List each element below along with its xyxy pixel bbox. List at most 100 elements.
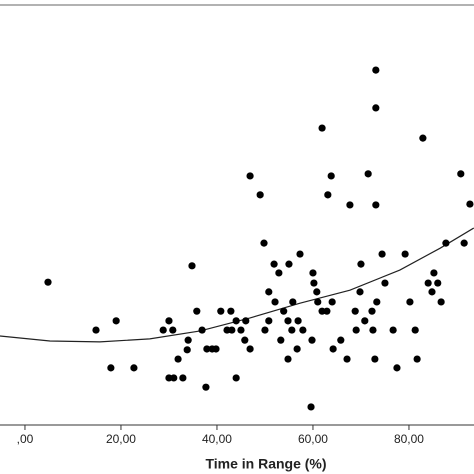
point (428, 288, 436, 296)
point (327, 172, 335, 180)
point (232, 317, 240, 325)
point (184, 336, 192, 344)
point (261, 326, 269, 334)
point (413, 355, 421, 363)
point (442, 239, 450, 247)
point (275, 269, 283, 277)
point (357, 260, 365, 268)
point (130, 364, 138, 372)
point (430, 269, 438, 277)
point (356, 288, 364, 296)
x-tick-label: 20,00 (106, 432, 136, 446)
point (466, 200, 474, 208)
point (411, 326, 419, 334)
point (389, 326, 397, 334)
point (193, 307, 201, 315)
point (328, 298, 336, 306)
point (159, 326, 167, 334)
point (277, 336, 285, 344)
point (246, 345, 254, 353)
point (406, 298, 414, 306)
point (227, 307, 235, 315)
x-tick-label: 60,00 (298, 432, 328, 446)
point (271, 298, 279, 306)
point (284, 317, 292, 325)
x-axis-title: Time in Range (%) (205, 456, 326, 472)
point (280, 307, 288, 315)
point (329, 345, 337, 353)
point (337, 336, 345, 344)
point (232, 374, 240, 382)
point (460, 239, 468, 247)
point (202, 383, 210, 391)
point (434, 279, 442, 287)
point (284, 355, 292, 363)
point (169, 326, 177, 334)
point (352, 326, 360, 334)
point (323, 307, 331, 315)
x-tick-label: ,00 (17, 432, 34, 446)
point (309, 269, 317, 277)
point (242, 317, 250, 325)
point (179, 374, 187, 382)
point (107, 364, 115, 372)
point (372, 66, 380, 74)
x-tick-label: 80,00 (394, 432, 424, 446)
point (437, 298, 445, 306)
point (372, 201, 380, 209)
point (393, 364, 401, 372)
point (174, 355, 182, 363)
point (308, 336, 316, 344)
point (188, 262, 196, 270)
point (92, 326, 100, 334)
point (346, 201, 354, 209)
point (310, 279, 318, 287)
x-tick-label: 40,00 (202, 432, 232, 446)
point (265, 288, 273, 296)
point (294, 317, 302, 325)
point (364, 170, 372, 178)
point (260, 239, 268, 247)
point (217, 307, 225, 315)
point (351, 307, 359, 315)
point (293, 345, 301, 353)
point (368, 307, 376, 315)
point (373, 298, 381, 306)
point (369, 326, 377, 334)
point (256, 191, 264, 199)
point (424, 279, 432, 287)
point (285, 260, 293, 268)
point (371, 355, 379, 363)
point (372, 104, 380, 112)
point (378, 250, 386, 258)
point (313, 288, 321, 296)
point (183, 346, 191, 354)
fit-curve (0, 227, 474, 343)
point (296, 250, 304, 258)
point (198, 326, 206, 334)
point (343, 355, 351, 363)
point (361, 317, 369, 325)
point (228, 326, 236, 334)
point (203, 345, 211, 353)
point (237, 326, 245, 334)
point (289, 298, 297, 306)
point (381, 279, 389, 287)
point (457, 170, 465, 178)
point (419, 134, 427, 142)
point (401, 250, 409, 258)
point (246, 172, 254, 180)
point (324, 191, 332, 199)
point (170, 374, 178, 382)
point (307, 403, 315, 411)
point (44, 278, 52, 286)
point (241, 336, 249, 344)
point (288, 326, 296, 334)
point (314, 298, 322, 306)
point (265, 317, 273, 325)
point (165, 317, 173, 325)
point (270, 260, 278, 268)
point (112, 317, 120, 325)
point (318, 124, 326, 132)
